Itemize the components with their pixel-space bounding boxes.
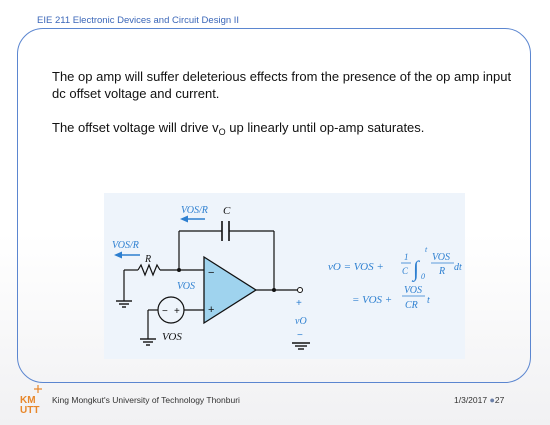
- eq-frac1-den: C: [402, 266, 409, 276]
- op-amp-triangle: [203, 255, 258, 325]
- capacitor-label: C: [223, 205, 231, 217]
- footer-date-page: 1/3/2017 ●27: [454, 395, 504, 405]
- footer-dot: ●: [489, 395, 495, 405]
- input-resistor: [137, 263, 161, 277]
- university-logo: KM UTT: [20, 385, 42, 414]
- integrator-figure: VOS/R C VOS/R R − + VOS +: [104, 193, 465, 359]
- inverting-node-dot: [177, 268, 181, 272]
- source-label: VOS: [162, 331, 182, 343]
- svg-text:UTT: UTT: [20, 405, 39, 414]
- output-plus-sign: +: [296, 298, 302, 309]
- eq-integral-sign: ∫: [411, 256, 421, 282]
- paragraph-offset-voltage: The offset voltage will drive vO up line…: [52, 119, 522, 141]
- source-plus-sign: +: [174, 306, 180, 317]
- course-header: EIE 211 Electronic Devices and Circuit D…: [37, 15, 240, 26]
- integrator-circuit-diagram: VOS/R C VOS/R R − + VOS +: [112, 205, 462, 350]
- resistor-label: R: [144, 254, 151, 265]
- eq-dt: dt: [454, 262, 462, 273]
- source-minus-sign: −: [162, 306, 168, 317]
- eq-line1-lhs: vO = VOS +: [328, 261, 384, 273]
- footer-university: King Mongkut's University of Technology …: [52, 395, 240, 405]
- svg-text:KM: KM: [20, 395, 36, 406]
- current-label-top: VOS/R: [181, 205, 208, 216]
- eq-integral-lower: 0: [421, 272, 425, 281]
- eq-frac3-num: VOS: [404, 285, 422, 296]
- paragraph-offset-effects: The op amp will suffer deleterious effec…: [52, 69, 512, 101]
- node-voltage-label: VOS: [177, 281, 195, 292]
- eq-frac3-den: CR: [405, 300, 418, 311]
- paragraph-text-start: The offset voltage will drive v: [52, 120, 219, 135]
- content-frame: [17, 28, 531, 383]
- footer-date: 1/3/2017: [454, 395, 488, 405]
- output-terminal: [297, 287, 303, 293]
- op-amp-plus-sign: +: [208, 304, 214, 316]
- current-arrow-left-head: [114, 251, 122, 259]
- paragraph-text-end: up linearly until op-amp saturates.: [225, 120, 425, 135]
- output-node-dot: [272, 288, 276, 292]
- integrator-equations: vO = VOS + 1 C ∫ t 0 VOS R dt = VOS + VO…: [328, 245, 462, 311]
- paragraph-subscript: O: [218, 127, 226, 137]
- op-amp-minus-sign: −: [208, 267, 214, 279]
- output-voltage-label: vO: [295, 316, 307, 327]
- eq-frac2-num: VOS: [432, 252, 450, 263]
- eq-line2-lhs: = VOS +: [352, 294, 392, 306]
- eq-frac1-num: 1: [404, 252, 409, 262]
- footer-page-number: 27: [494, 395, 505, 405]
- eq-t: t: [427, 295, 430, 306]
- eq-integral-upper: t: [425, 245, 428, 254]
- output-minus-sign: −: [297, 330, 303, 341]
- eq-frac2-den: R: [438, 266, 445, 277]
- current-label-left: VOS/R: [112, 240, 139, 251]
- current-arrow-top-head: [180, 215, 188, 223]
